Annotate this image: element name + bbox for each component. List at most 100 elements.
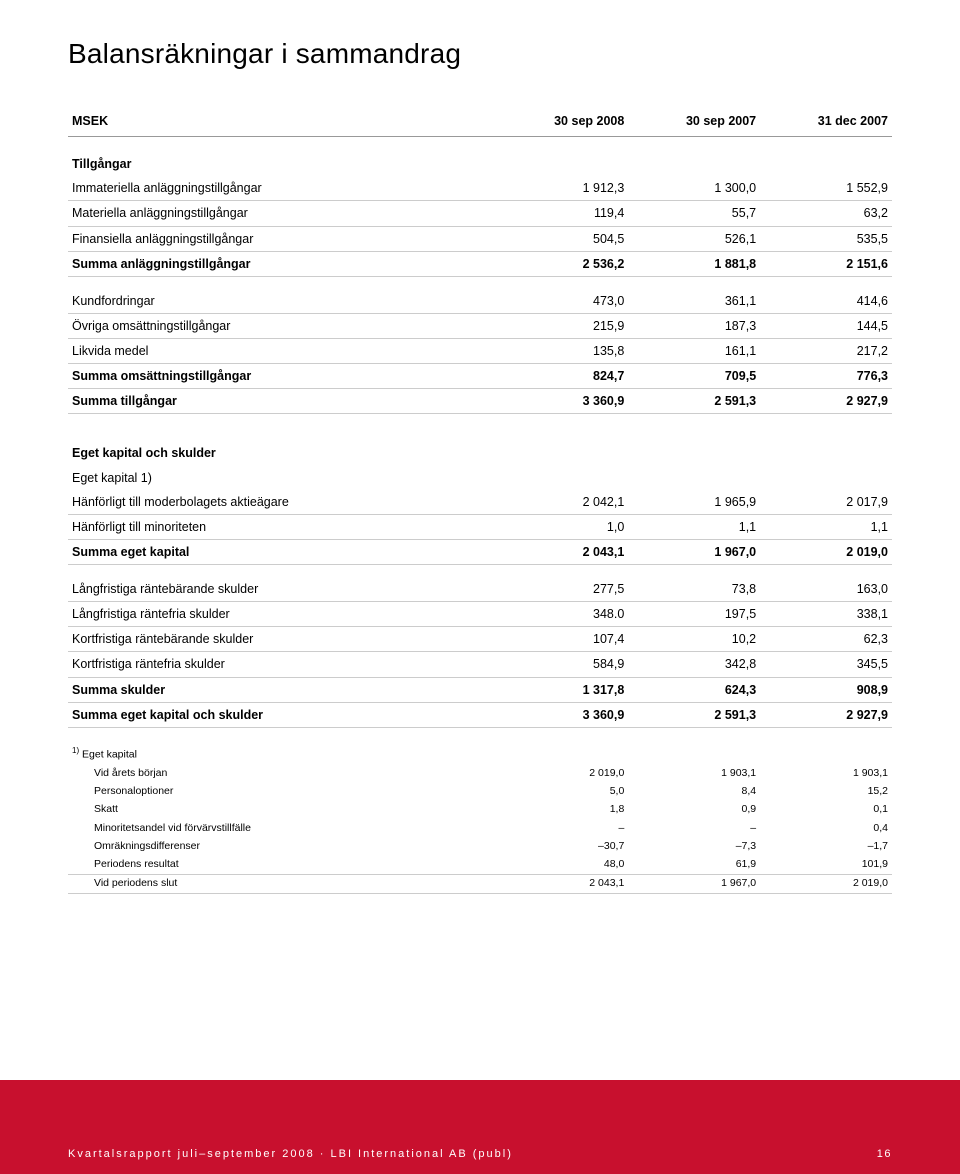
row-val: 908,9	[760, 677, 892, 702]
row-label: Långfristiga räntefria skulder	[68, 602, 496, 627]
row-val: 1 903,1	[760, 764, 892, 782]
row-val: 338,1	[760, 602, 892, 627]
page-content: Balansräkningar i sammandrag MSEK 30 sep…	[0, 0, 960, 1080]
row-val: 584,9	[496, 652, 628, 677]
page-number: 16	[877, 1148, 892, 1160]
balance-table: MSEK 30 sep 2008 30 sep 2007 31 dec 2007…	[68, 106, 892, 728]
row-val: 1 967,0	[628, 539, 760, 564]
row-val: 101,9	[760, 856, 892, 875]
row-val: –1,7	[760, 837, 892, 855]
row-val: 1 965,9	[628, 490, 760, 515]
row-val: –	[628, 819, 760, 837]
table-row: Vid årets början 2 019,0 1 903,1 1 903,1	[68, 764, 892, 782]
row-label: Summa anläggningstillgångar	[68, 251, 496, 276]
row-val: 2 927,9	[760, 702, 892, 727]
row-val: –	[496, 819, 628, 837]
row-val: 1 912,3	[496, 176, 628, 201]
table-header-row: MSEK 30 sep 2008 30 sep 2007 31 dec 2007	[68, 106, 892, 137]
row-val: 414,6	[760, 289, 892, 314]
row-label: Hänförligt till moderbolagets aktieägare	[68, 490, 496, 515]
row-val: 3 360,9	[496, 702, 628, 727]
table-row: Hänförligt till moderbolagets aktieägare…	[68, 490, 892, 515]
row-val: 2 043,1	[496, 874, 628, 893]
row-val: 135,8	[496, 339, 628, 364]
section-head-tillgangar: Tillgångar	[68, 137, 892, 177]
row-val: 2 591,3	[628, 702, 760, 727]
row-val: 0,9	[628, 801, 760, 819]
row-val: 1,0	[496, 514, 628, 539]
row-val: 776,3	[760, 364, 892, 389]
row-val: 197,5	[628, 602, 760, 627]
row-val: 163,0	[760, 577, 892, 602]
row-val: 2 042,1	[496, 490, 628, 515]
row-val: 2 019,0	[760, 539, 892, 564]
table-row: Personaloptioner 5,0 8,4 15,2	[68, 783, 892, 801]
row-val: 8,4	[628, 783, 760, 801]
section-title: Eget kapital och skulder	[68, 426, 496, 465]
row-val: 1 317,8	[496, 677, 628, 702]
footnote-table: 1) Eget kapital Vid årets början 2 019,0…	[68, 744, 892, 894]
table-row: Hänförligt till minoriteten 1,0 1,1 1,1	[68, 514, 892, 539]
sub-head-eget: Eget kapital 1)	[68, 466, 892, 490]
footnote-lead-text: Eget kapital	[82, 749, 137, 761]
table-row: Kortfristiga räntebärande skulder 107,4 …	[68, 627, 892, 652]
row-val: 1,1	[628, 514, 760, 539]
row-val: 48,0	[496, 856, 628, 875]
row-label: Summa skulder	[68, 677, 496, 702]
row-val: –7,3	[628, 837, 760, 855]
row-val: 61,9	[628, 856, 760, 875]
table-row: Periodens resultat 48,0 61,9 101,9	[68, 856, 892, 875]
row-val: 342,8	[628, 652, 760, 677]
row-val: 1 903,1	[628, 764, 760, 782]
row-val: 107,4	[496, 627, 628, 652]
page-title: Balansräkningar i sammandrag	[68, 38, 892, 70]
row-val: 2 927,9	[760, 389, 892, 414]
footnote-lead: 1) Eget kapital	[68, 744, 892, 765]
row-label: Kortfristiga räntefria skulder	[68, 652, 496, 677]
row-val: 709,5	[628, 364, 760, 389]
row-label: Långfristiga räntebärande skulder	[68, 577, 496, 602]
row-label: Minoritetsandel vid förvärvstillfälle	[68, 819, 496, 837]
row-label: Vid periodens slut	[68, 874, 496, 893]
header-label: MSEK	[68, 106, 496, 137]
table-row: Långfristiga räntebärande skulder 277,5 …	[68, 577, 892, 602]
row-label: Skatt	[68, 801, 496, 819]
row-val: 15,2	[760, 783, 892, 801]
table-row: Materiella anläggningstillgångar 119,4 5…	[68, 201, 892, 226]
row-label: Vid årets början	[68, 764, 496, 782]
row-val: 10,2	[628, 627, 760, 652]
row-val: 2 591,3	[628, 389, 760, 414]
row-val: 217,2	[760, 339, 892, 364]
sum-row: Summa eget kapital 2 043,1 1 967,0 2 019…	[68, 539, 892, 564]
section-title: Tillgångar	[68, 137, 496, 177]
header-col3: 31 dec 2007	[760, 106, 892, 137]
row-label: Periodens resultat	[68, 856, 496, 875]
row-val: 1 552,9	[760, 176, 892, 201]
row-label: Personaloptioner	[68, 783, 496, 801]
row-val: 473,0	[496, 289, 628, 314]
row-val: 73,8	[628, 577, 760, 602]
sub-label: Eget kapital 1)	[68, 466, 496, 490]
row-val: 62,3	[760, 627, 892, 652]
table-row: Kundfordringar 473,0 361,1 414,6	[68, 289, 892, 314]
table-row: Långfristiga räntefria skulder 348.0 197…	[68, 602, 892, 627]
row-val: 3 360,9	[496, 389, 628, 414]
row-label: Kortfristiga räntebärande skulder	[68, 627, 496, 652]
row-val: 2 017,9	[760, 490, 892, 515]
sum-row: Vid periodens slut 2 043,1 1 967,0 2 019…	[68, 874, 892, 893]
header-col2: 30 sep 2007	[628, 106, 760, 137]
row-val: 144,5	[760, 313, 892, 338]
row-val: 187,3	[628, 313, 760, 338]
row-label: Summa tillgångar	[68, 389, 496, 414]
header-col1: 30 sep 2008	[496, 106, 628, 137]
row-label: Immateriella anläggningstillgångar	[68, 176, 496, 201]
row-val: 824,7	[496, 364, 628, 389]
row-label: Hänförligt till minoriteten	[68, 514, 496, 539]
row-val: 348.0	[496, 602, 628, 627]
row-val: 2 019,0	[496, 764, 628, 782]
sum-row: Summa eget kapital och skulder 3 360,9 2…	[68, 702, 892, 727]
row-val: 277,5	[496, 577, 628, 602]
sum-row: Summa omsättningstillgångar 824,7 709,5 …	[68, 364, 892, 389]
table-row: Likvida medel 135,8 161,1 217,2	[68, 339, 892, 364]
page-footer: Kvartalsrapport juli–september 2008 · LB…	[0, 1080, 960, 1174]
